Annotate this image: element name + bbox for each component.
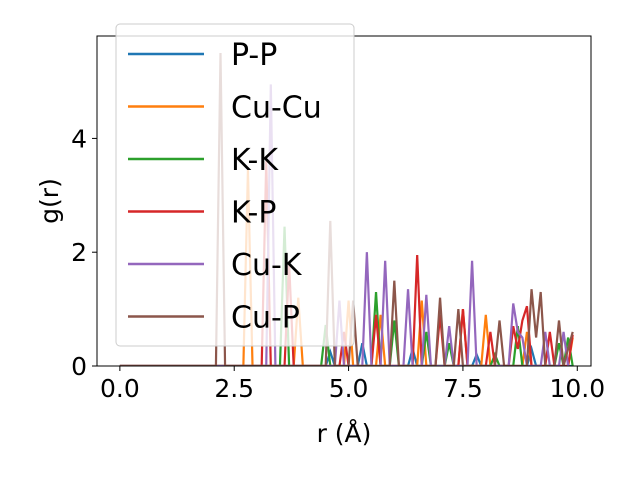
series-line-cu-k	[119, 84, 570, 366]
y-tick-label: 2	[71, 238, 87, 267]
legend-entries: P-P Cu-Cu K-K K-P Cu-K Cu-P	[128, 38, 322, 336]
legend-label-cu-cu: Cu-Cu	[231, 91, 322, 126]
x-tick-label: 10.0	[549, 374, 605, 403]
legend-label-k-k: K-K	[231, 143, 279, 178]
legend-label-p-p: P-P	[231, 38, 277, 73]
legend-label-cu-p: Cu-P	[231, 301, 300, 336]
legend-label-k-p: K-P	[231, 196, 276, 231]
legend-box	[115, 23, 355, 347]
x-tick-label: 7.5	[443, 374, 483, 403]
x-tick-label: 2.5	[214, 374, 254, 403]
legend: P-P Cu-Cu K-K K-P Cu-K Cu-P	[115, 23, 355, 347]
y-tick-label: 0	[71, 352, 87, 381]
x-axis-label: r (Å)	[317, 419, 372, 448]
x-axis: 0.0 2.5 5.0 7.5 10.0	[100, 366, 605, 403]
legend-label-cu-k: Cu-K	[231, 248, 303, 283]
x-tick-label: 0.0	[100, 374, 140, 403]
y-tick-label: 4	[71, 124, 87, 153]
y-axis: 0 2 4	[71, 124, 97, 381]
x-tick-label: 5.0	[329, 374, 369, 403]
y-axis-label: g(r)	[35, 178, 64, 224]
